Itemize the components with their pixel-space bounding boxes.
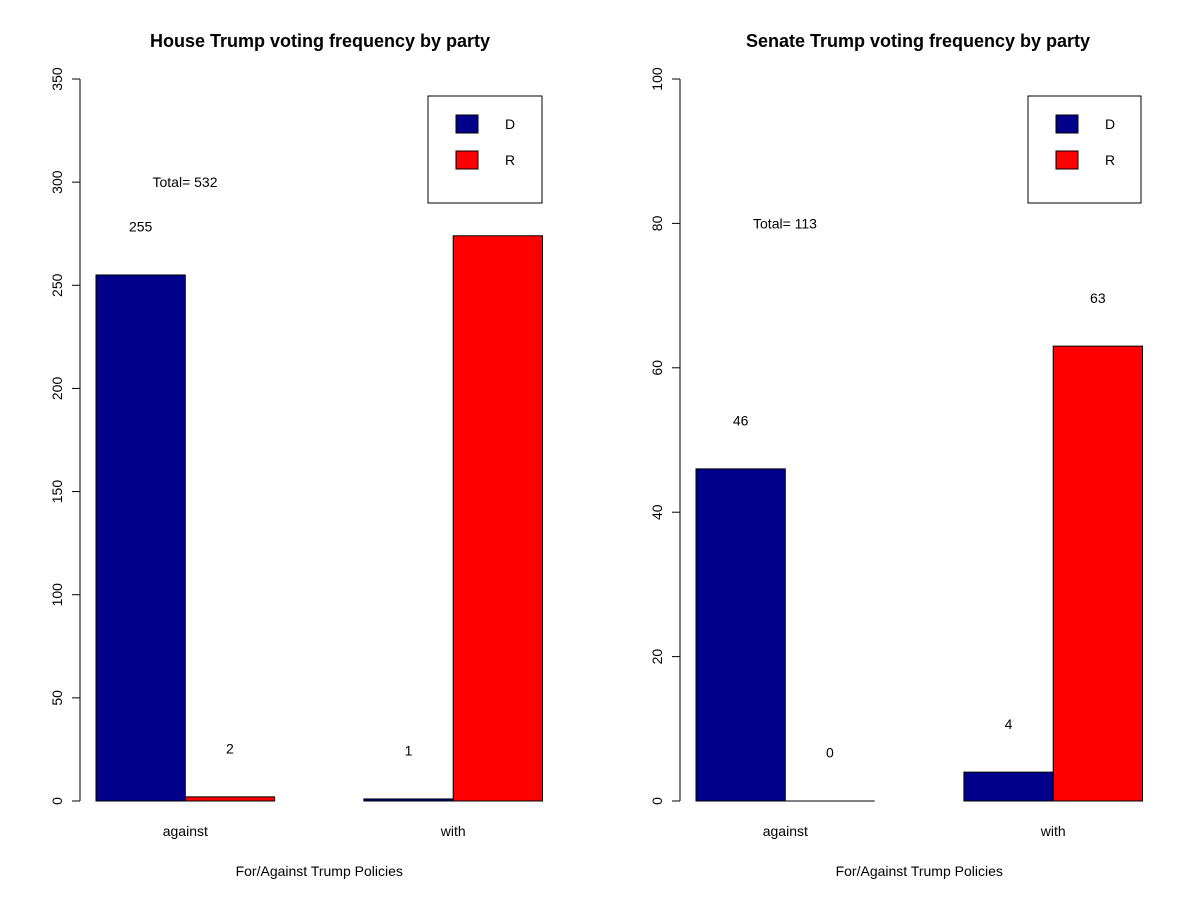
bar-R-with bbox=[1052, 345, 1143, 802]
legend-box bbox=[427, 95, 543, 204]
data-label: 2 bbox=[226, 741, 234, 757]
legend-swatch-D bbox=[1055, 114, 1079, 134]
y-tick-label: 60 bbox=[649, 360, 665, 376]
data-label: 255 bbox=[129, 219, 153, 235]
y-tick-label: 150 bbox=[49, 480, 65, 504]
bar-D-with bbox=[963, 771, 1054, 802]
y-tick-label: 50 bbox=[49, 690, 65, 706]
data-label: 1 bbox=[405, 743, 413, 759]
senate-chart: Senate Trump voting frequency by party 0 2… bbox=[649, 31, 1143, 879]
legend: DR bbox=[427, 95, 543, 204]
y-tick-label: 100 bbox=[49, 583, 65, 607]
bar-R-against bbox=[184, 796, 276, 802]
bar-D-with bbox=[363, 798, 454, 802]
data-label: 4 bbox=[1005, 716, 1013, 732]
legend-swatch-R bbox=[1055, 150, 1079, 170]
legend-label-R: R bbox=[505, 152, 515, 168]
data-label: 0 bbox=[826, 745, 834, 761]
data-label: 46 bbox=[733, 413, 749, 429]
y-tick-label: 100 bbox=[649, 67, 665, 91]
y-tick-label: 250 bbox=[49, 273, 65, 297]
y-tick-label: 350 bbox=[49, 67, 65, 91]
x-tick-label: against bbox=[163, 823, 208, 839]
bar-D-against bbox=[695, 468, 786, 802]
legend-box bbox=[1027, 95, 1142, 204]
y-tick-label: 40 bbox=[649, 504, 665, 520]
chart-title: Senate Trump voting frequency by party bbox=[746, 31, 1090, 51]
legend-label-R: R bbox=[1105, 152, 1115, 168]
y-tick-label: 300 bbox=[49, 170, 65, 194]
x-tick-label: with bbox=[1040, 823, 1066, 839]
data-label: 63 bbox=[1090, 290, 1106, 306]
x-axis-label: For/Against Trump Policies bbox=[836, 863, 1003, 879]
x-tick-label: with bbox=[440, 823, 466, 839]
x-axis-label: For/Against Trump Policies bbox=[236, 863, 403, 879]
legend-label-D: D bbox=[1105, 116, 1115, 132]
y-tick-label: 20 bbox=[649, 649, 665, 665]
total-annotation: Total= 532 bbox=[153, 174, 218, 190]
bar-R-with bbox=[452, 235, 544, 802]
x-tick-label: against bbox=[763, 823, 808, 839]
house-chart: House Trump voting frequency by party 0 50… bbox=[49, 31, 544, 879]
total-annotation: Total= 113 bbox=[753, 215, 817, 231]
y-tick-label: 0 bbox=[649, 797, 665, 805]
legend-label-D: D bbox=[505, 116, 515, 132]
y-tick-label: 80 bbox=[649, 215, 665, 231]
bar-D-against bbox=[95, 274, 186, 802]
legend: DR bbox=[1027, 95, 1142, 204]
y-tick-label: 0 bbox=[49, 797, 65, 805]
legend-swatch-D bbox=[455, 114, 479, 134]
chart-title: House Trump voting frequency by party bbox=[150, 31, 490, 51]
legend-swatch-R bbox=[455, 150, 479, 170]
y-tick-label: 200 bbox=[49, 377, 65, 401]
